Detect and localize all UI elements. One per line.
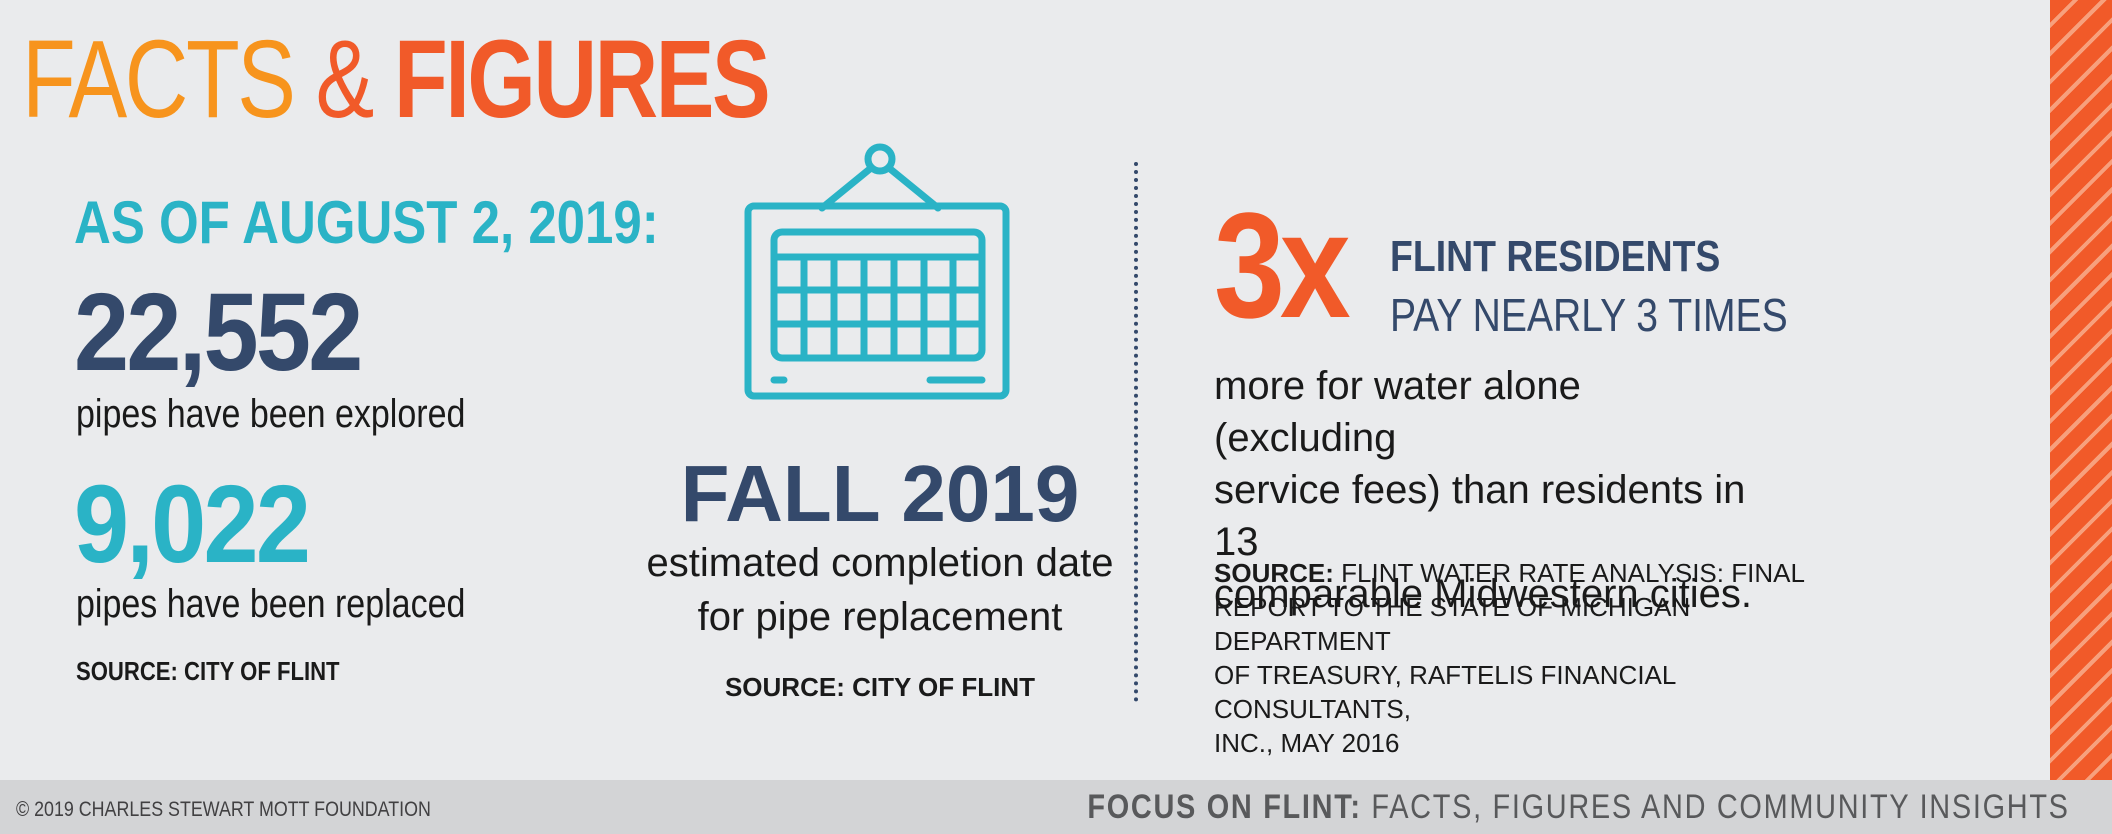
copyright-notice: © 2019 CHARLES STEWART MOTT FOUNDATION	[16, 798, 431, 821]
pipes-replaced-value: 9,022	[74, 463, 311, 586]
pipes-replaced-label: pipes have been replaced	[76, 582, 466, 626]
right-source-line-1: FLINT WATER RATE ANALYSIS: FINAL	[1341, 558, 1805, 588]
flint-residents-body: more for water alone (excluding service …	[1214, 360, 1774, 620]
body-line-1: more for water alone (excluding	[1214, 364, 1581, 460]
right-source-line-4: INC., MAY 2016	[1214, 728, 1400, 758]
right-source: SOURCE: FLINT WATER RATE ANALYSIS: FINAL…	[1214, 556, 1824, 760]
calendar-icon	[740, 140, 1020, 415]
series-title-bold: FOCUS ON FLINT:	[1087, 788, 1363, 826]
body-line-2: service fees) than residents in 13	[1214, 468, 1746, 564]
page-title: FACTS & FIGURES	[22, 18, 771, 141]
dotted-divider	[1134, 162, 1138, 702]
title-word-facts: FACTS	[22, 18, 296, 141]
right-source-label: SOURCE:	[1214, 558, 1334, 588]
series-title-rest: FACTS, FIGURES AND COMMUNITY INSIGHTS	[1371, 788, 2070, 826]
series-title: FOCUS ON FLINT: FACTS, FIGURES AND COMMU…	[1088, 788, 2070, 827]
completion-date-line-2: for pipe replacement	[697, 595, 1063, 639]
left-source: SOURCE: CITY OF FLINT	[76, 656, 340, 686]
title-ampersand: &	[315, 18, 375, 141]
flint-residents-heading: FLINT RESIDENTS	[1390, 232, 1721, 281]
completion-date-line-1: estimated completion date	[646, 541, 1114, 585]
as-of-date-heading: AS OF AUGUST 2, 2019:	[74, 189, 659, 256]
footer-bar	[0, 780, 2112, 834]
pipes-explored-value: 22,552	[74, 271, 363, 394]
completion-date-headline: FALL 2019	[680, 449, 1080, 538]
completion-date-description: estimated completion date for pipe repla…	[640, 536, 1120, 644]
middle-source: SOURCE: CITY OF FLINT	[724, 672, 1036, 702]
decorative-stripe	[2050, 0, 2112, 780]
title-word-figures: FIGURES	[394, 18, 771, 141]
right-source-line-2: REPORT TO THE STATE OF MICHIGAN DEPARTME…	[1214, 592, 1691, 656]
flint-residents-subheading: PAY NEARLY 3 TIMES	[1390, 289, 1788, 341]
body-line-3: comparable Midwestern cities.	[1214, 572, 1752, 616]
multiplier-value: 3x	[1214, 181, 1351, 349]
right-source-line-3: OF TREASURY, RAFTELIS FINANCIAL CONSULTA…	[1214, 660, 1676, 724]
pipes-explored-label: pipes have been explored	[76, 392, 466, 436]
